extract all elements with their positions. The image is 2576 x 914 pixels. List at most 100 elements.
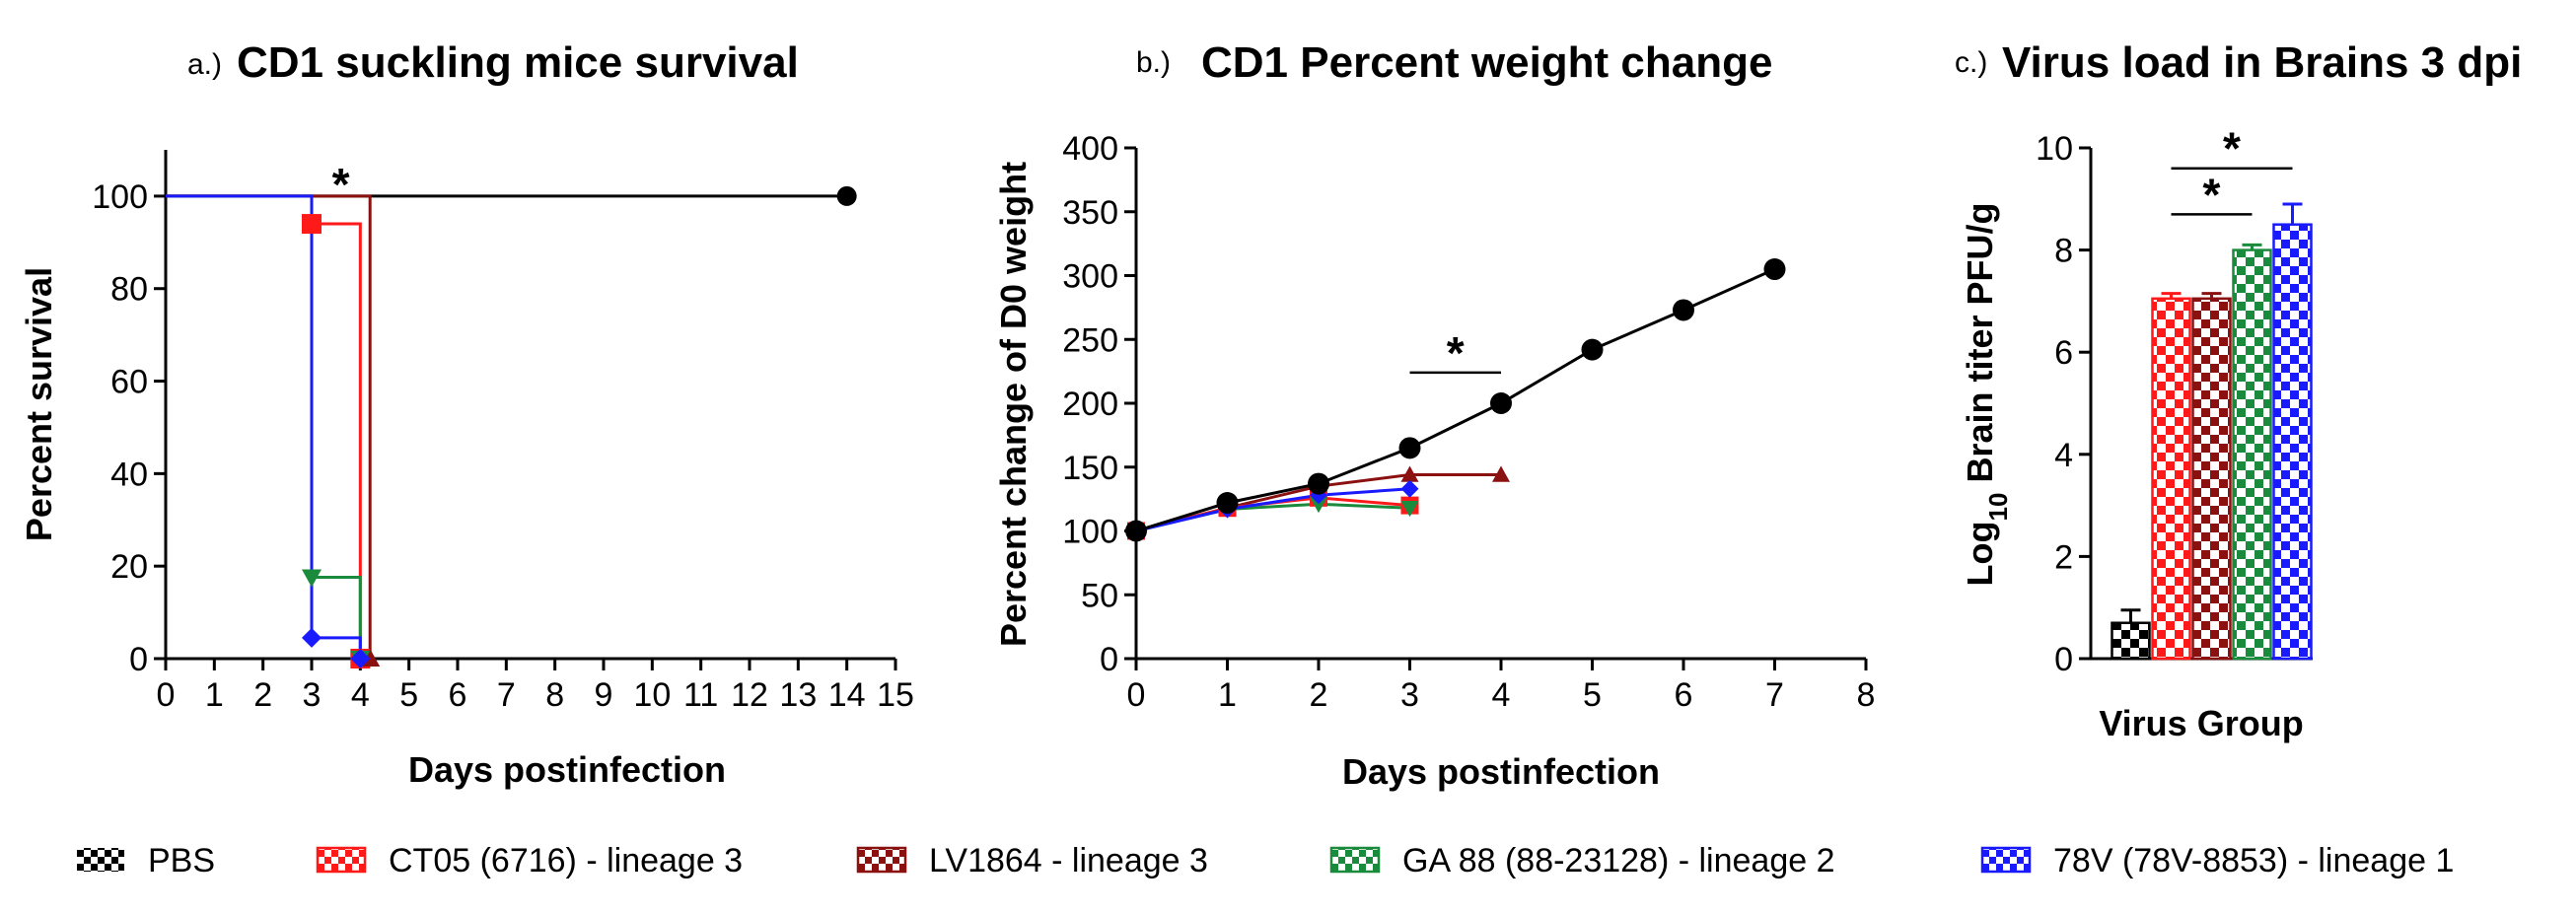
- a-series-CT05: [166, 194, 362, 659]
- c-bar-GA88: [2232, 248, 2272, 661]
- legend-label-78V: 78V (78V-8853) - lineage 1: [2053, 842, 2454, 879]
- a-y-tick-label: 100: [92, 178, 148, 216]
- b-x-tick-label: 8: [1857, 676, 1876, 714]
- a-x-tick-label: 15: [877, 676, 914, 714]
- a-y-tick-label: 40: [110, 456, 148, 493]
- panel-c-xlabel: Virus Group: [2099, 703, 2303, 743]
- legend: PBS CT05 (6716) - lineage 3 LV1864 - linea…: [77, 842, 2454, 879]
- c-y-tick-label: 4: [2054, 437, 2073, 474]
- a-point-78V: [302, 627, 322, 648]
- c-significance-star: *: [2203, 169, 2221, 220]
- b-point-GA88: [1400, 500, 1419, 518]
- a-x-tick-label: 5: [399, 676, 418, 714]
- panel-b-letter: b.): [1136, 46, 1171, 79]
- legend-swatch-78V: [1980, 846, 2032, 874]
- a-series-78V: [166, 194, 362, 659]
- panel-c-ylabel-sub: 10: [1983, 493, 2013, 522]
- c-y-tick-label: 10: [2036, 130, 2073, 168]
- a-point-CT05: [302, 214, 322, 235]
- a-x-tick-label: 2: [253, 676, 272, 714]
- c-bar-LV1864: [2191, 297, 2232, 661]
- b-y-tick-label: 0: [1100, 641, 1118, 678]
- b-point-PBS: [1308, 472, 1329, 495]
- panel-a-ylabel: Percent survival: [19, 267, 59, 541]
- a-significance-star: *: [332, 159, 350, 210]
- b-point-PBS: [1581, 338, 1604, 361]
- a-x-tick-label: 0: [157, 676, 176, 714]
- b-significance-star: *: [1447, 327, 1465, 379]
- c-bar-PBS: [2111, 621, 2151, 661]
- b-x-tick-label: 0: [1127, 676, 1146, 714]
- b-y-tick-label: 150: [1062, 450, 1118, 487]
- a-point-GA88: [302, 569, 322, 588]
- panel-c-title: Virus load in Brains 3 dpi: [2002, 38, 2522, 87]
- c-y-tick-label: 0: [2054, 641, 2073, 678]
- legend-label-GA88: GA 88 (88-23128) - lineage 2: [1402, 842, 1835, 879]
- b-point-PBS: [1125, 520, 1147, 542]
- b-x-tick-label: 4: [1492, 676, 1511, 714]
- a-x-tick-label: 7: [497, 676, 516, 714]
- b-point-PBS: [1490, 392, 1512, 414]
- a-x-tick-label: 3: [303, 676, 322, 714]
- b-y-tick-label: 50: [1081, 577, 1118, 614]
- b-series-78V: [1135, 487, 1410, 532]
- b-y-tick-label: 400: [1062, 130, 1118, 168]
- a-y-tick-label: 80: [110, 271, 148, 309]
- b-series-PBS: [1135, 267, 1776, 532]
- c-bar-78V: [2272, 223, 2313, 661]
- a-x-tick-label: 14: [828, 676, 866, 714]
- a-y-tick-label: 60: [110, 364, 148, 401]
- legend-label-PBS: PBS: [148, 842, 215, 879]
- a-x-tick-label: 12: [731, 676, 768, 714]
- a-x-tick-label: 4: [351, 676, 370, 714]
- panel-b-xlabel: Days postinfection: [1342, 751, 1660, 792]
- b-point-GA88: [1310, 497, 1327, 514]
- c-y-tick-label: 8: [2054, 233, 2073, 270]
- panel-b-ylabel: Percent change of D0 weight: [993, 162, 1034, 647]
- legend-swatch-LV1864: [856, 846, 907, 874]
- b-point-PBS: [1673, 299, 1694, 321]
- legend-swatch-CT05: [316, 846, 367, 874]
- b-y-tick-label: 350: [1062, 194, 1118, 232]
- a-y-tick-label: 20: [110, 548, 148, 586]
- b-point-PBS: [1216, 492, 1239, 515]
- panel-b-weight: b.) CD1 Percent weight change Percent ch…: [993, 38, 1875, 792]
- legend-label-LV1864: LV1864 - lineage 3: [929, 842, 1208, 879]
- panel-c-viral-load: c.) Virus load in Brains 3 dpi Log10 Bra…: [1955, 38, 2522, 743]
- a-series-LV1864: [166, 194, 372, 659]
- b-y-tick-label: 100: [1062, 514, 1118, 551]
- a-x-tick-label: 8: [545, 676, 564, 714]
- panel-a-survival: a.) CD1 suckling mice survival Percent s…: [19, 38, 914, 790]
- c-bar-CT05: [2151, 297, 2191, 661]
- a-x-tick-label: 11: [683, 676, 718, 714]
- panel-a-letter: a.): [187, 48, 222, 81]
- a-point-PBS: [836, 185, 857, 206]
- b-point-78V: [1400, 479, 1419, 498]
- legend-swatch-GA88: [1329, 846, 1381, 874]
- a-x-tick-label: 1: [205, 676, 224, 714]
- a-point-78V: [350, 649, 371, 668]
- c-y-tick-label: 6: [2054, 334, 2073, 372]
- a-x-tick-label: 13: [779, 676, 817, 714]
- b-y-tick-label: 200: [1062, 386, 1118, 423]
- a-x-tick-label: 10: [633, 676, 671, 714]
- b-x-tick-label: 1: [1218, 676, 1237, 714]
- panel-a-title: CD1 suckling mice survival: [237, 38, 799, 87]
- b-point-PBS: [1398, 437, 1421, 459]
- b-point-LV1864: [1492, 465, 1510, 482]
- b-x-tick-label: 5: [1583, 676, 1602, 714]
- panel-c-ylabel-log: Log: [1960, 521, 2000, 586]
- b-x-tick-label: 6: [1675, 676, 1693, 714]
- b-point-PBS: [1763, 258, 1786, 281]
- panel-a-xlabel: Days postinfection: [408, 749, 726, 790]
- panel-c-letter: c.): [1955, 46, 1987, 79]
- b-y-tick-label: 300: [1062, 258, 1118, 296]
- b-y-tick-label: 250: [1062, 321, 1118, 359]
- panel-c-ylabel: Log10 Brain titer PFU/g: [1960, 203, 2013, 587]
- b-x-tick-label: 3: [1400, 676, 1419, 714]
- a-x-tick-label: 6: [449, 676, 467, 714]
- panel-b-title: CD1 Percent weight change: [1201, 38, 1772, 87]
- b-point-LV1864: [1400, 465, 1419, 482]
- c-y-tick-label: 2: [2054, 538, 2073, 576]
